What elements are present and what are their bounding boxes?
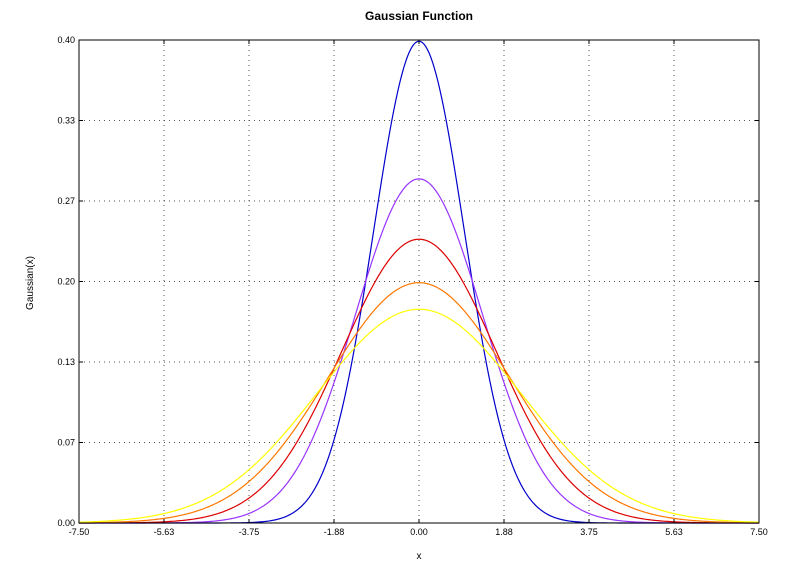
x-axis-label: x: [417, 551, 422, 562]
x-tick-label: 5.63: [665, 527, 683, 537]
y-tick-label: 0.20: [57, 277, 75, 287]
chart-title: Gaussian Function: [365, 9, 473, 23]
x-tick-label: -3.75: [239, 527, 260, 537]
x-tick-label: -1.88: [324, 527, 345, 537]
series-line-2: [79, 178, 759, 524]
x-tick-label: 3.75: [580, 527, 598, 537]
ticks: -7.50 -5.63 -3.75 -1.88 0.00 1.88 3.75 5.63 7.50…: [57, 35, 767, 537]
grid: [79, 40, 759, 523]
y-tick-label: 0.00: [57, 518, 75, 528]
x-tick-label: -5.63: [154, 527, 175, 537]
y-axis-label: Gaussian(x): [25, 256, 36, 310]
series-line-4: [78, 282, 760, 524]
y-tick-label: 0.40: [57, 35, 75, 45]
series-line-5: [78, 308, 760, 523]
x-tick-label: 0.00: [410, 527, 428, 537]
series-line-3: [79, 238, 759, 524]
y-tick-label: 0.27: [57, 196, 75, 206]
x-tick-label: 7.50: [750, 527, 768, 537]
x-tick-label: 1.88: [495, 527, 513, 537]
x-tick-label: -7.50: [69, 527, 90, 537]
y-tick-label: 0.33: [57, 116, 75, 126]
y-tick-label: 0.07: [57, 438, 75, 448]
y-tick-label: 0.13: [57, 357, 75, 367]
